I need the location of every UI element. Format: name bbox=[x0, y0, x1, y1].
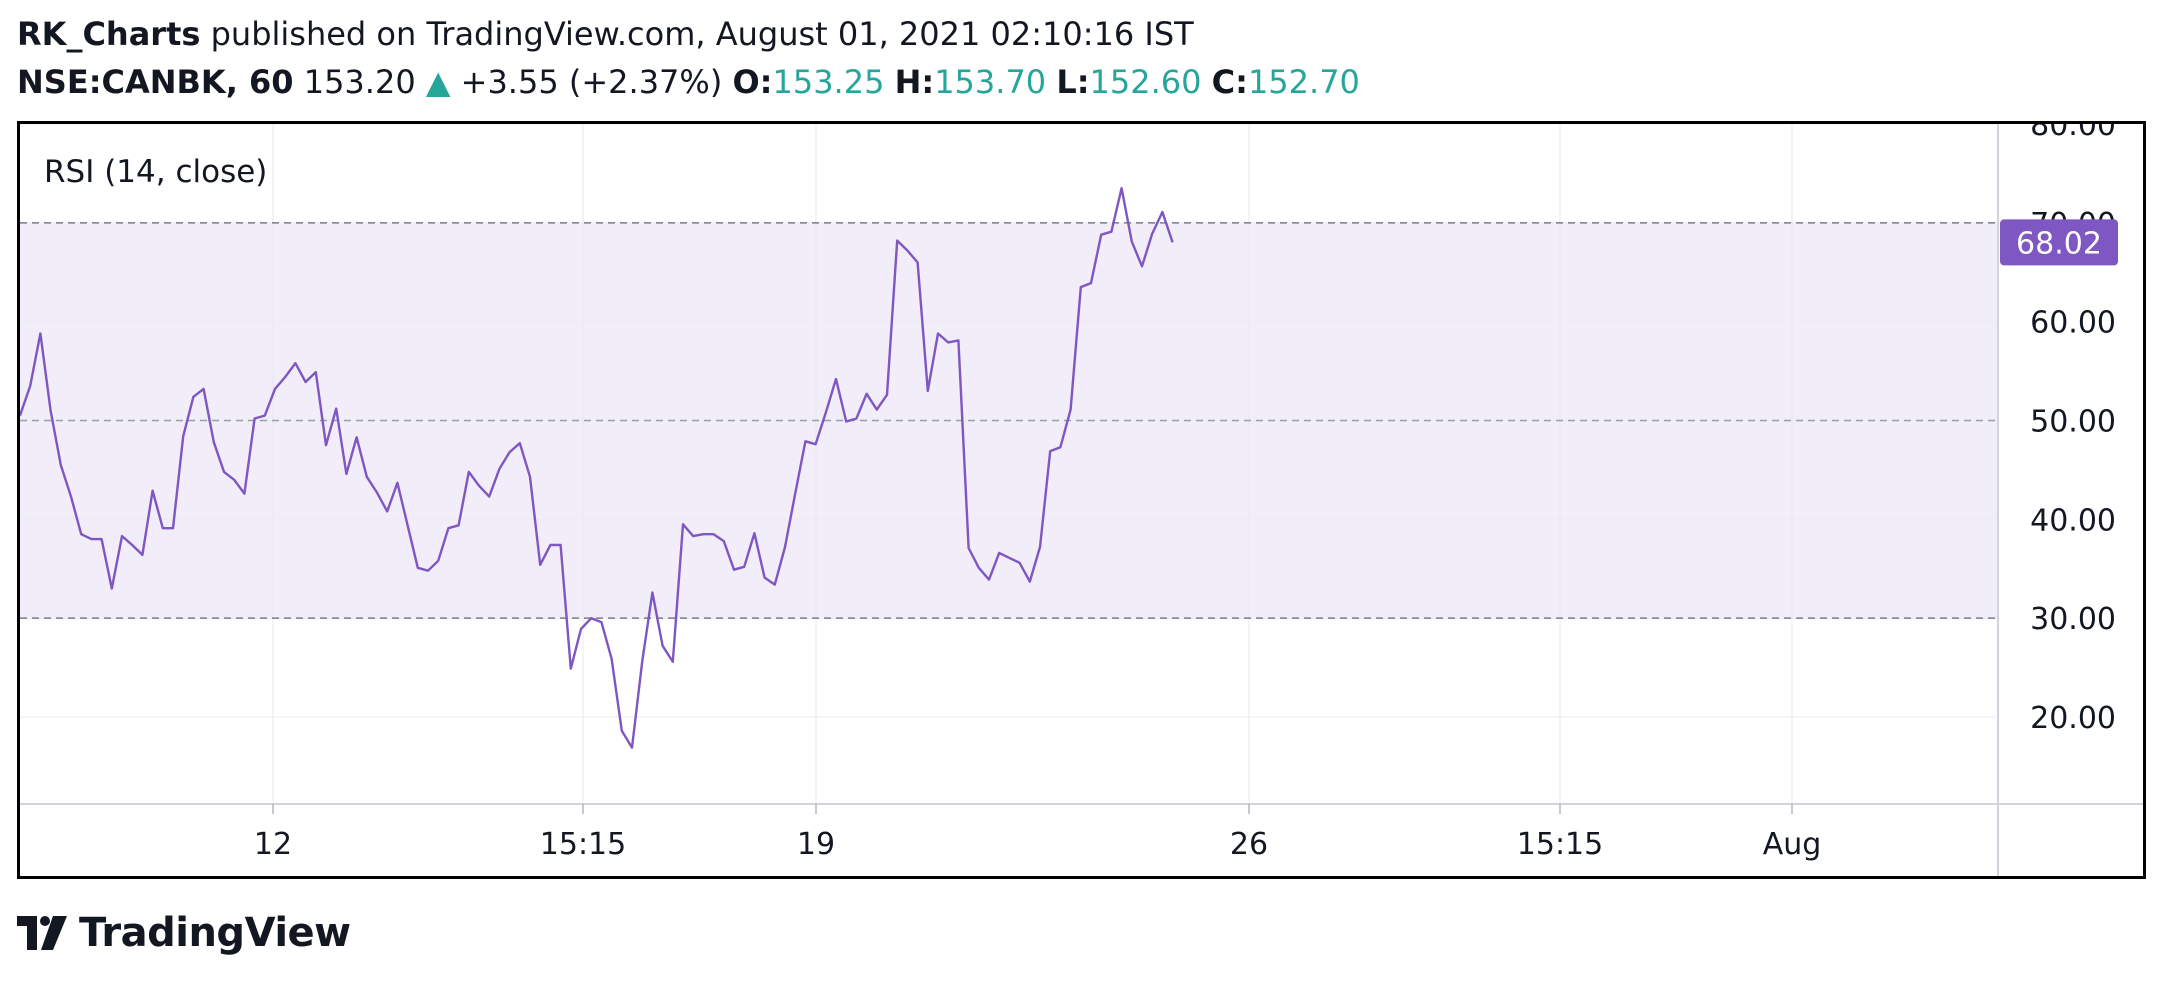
author-name[interactable]: RK_Charts bbox=[17, 15, 201, 53]
footer: TradingView bbox=[17, 908, 351, 958]
y-tick-label: 20.00 bbox=[2030, 701, 2116, 736]
open-value: 153.25 bbox=[772, 63, 885, 101]
y-tick-label: 30.00 bbox=[2030, 602, 2116, 637]
y-tick-label: 50.00 bbox=[2030, 405, 2116, 440]
close-label: C: bbox=[1211, 63, 1248, 101]
up-arrow-icon: ▲ bbox=[425, 63, 451, 101]
x-tick-label: 12 bbox=[254, 827, 292, 862]
chart-frame[interactable]: 80.0070.0060.0050.0040.0030.0020.0068.02… bbox=[17, 121, 2146, 879]
indicator-title[interactable]: RSI (14, close) bbox=[44, 154, 268, 190]
open-label: O: bbox=[732, 63, 773, 101]
low-value: 152.60 bbox=[1089, 63, 1202, 101]
y-tick-label: 60.00 bbox=[2030, 306, 2116, 341]
y-tick-label: 80.00 bbox=[2030, 124, 2116, 143]
x-tick-label: 15:15 bbox=[1517, 827, 1603, 862]
last-value-badge bbox=[2000, 219, 2118, 266]
x-tick-label: 26 bbox=[1230, 827, 1268, 862]
close-value: 152.70 bbox=[1247, 63, 1360, 101]
symbol-label: NSE:CANBK, 60 bbox=[17, 63, 294, 101]
high-label: H: bbox=[894, 63, 935, 101]
tradingview-logo-icon bbox=[17, 916, 67, 950]
published-text: published on TradingView.com, August 01,… bbox=[210, 15, 1194, 53]
rsi-line bbox=[20, 186, 1174, 749]
brand-name: TradingView bbox=[79, 910, 351, 956]
x-tick-label: 19 bbox=[797, 827, 835, 862]
symbol-info: NSE:CANBK, 60 153.20 ▲ +3.55 (+2.37%) O:… bbox=[17, 62, 1360, 102]
x-tick-label: Aug bbox=[1763, 827, 1822, 862]
price-change: +3.55 (+2.37%) bbox=[460, 63, 723, 101]
y-tick-label: 40.00 bbox=[2030, 503, 2116, 538]
price-value: 153.20 bbox=[303, 63, 416, 101]
high-value: 153.70 bbox=[934, 63, 1047, 101]
rsi-chart[interactable]: 80.0070.0060.0050.0040.0030.0020.0068.02… bbox=[20, 124, 2143, 876]
x-tick-label: 15:15 bbox=[540, 827, 626, 862]
low-label: L: bbox=[1056, 63, 1090, 101]
last-value-label: 68.02 bbox=[2016, 226, 2102, 261]
publish-info: RK_Charts published on TradingView.com, … bbox=[17, 14, 1194, 54]
